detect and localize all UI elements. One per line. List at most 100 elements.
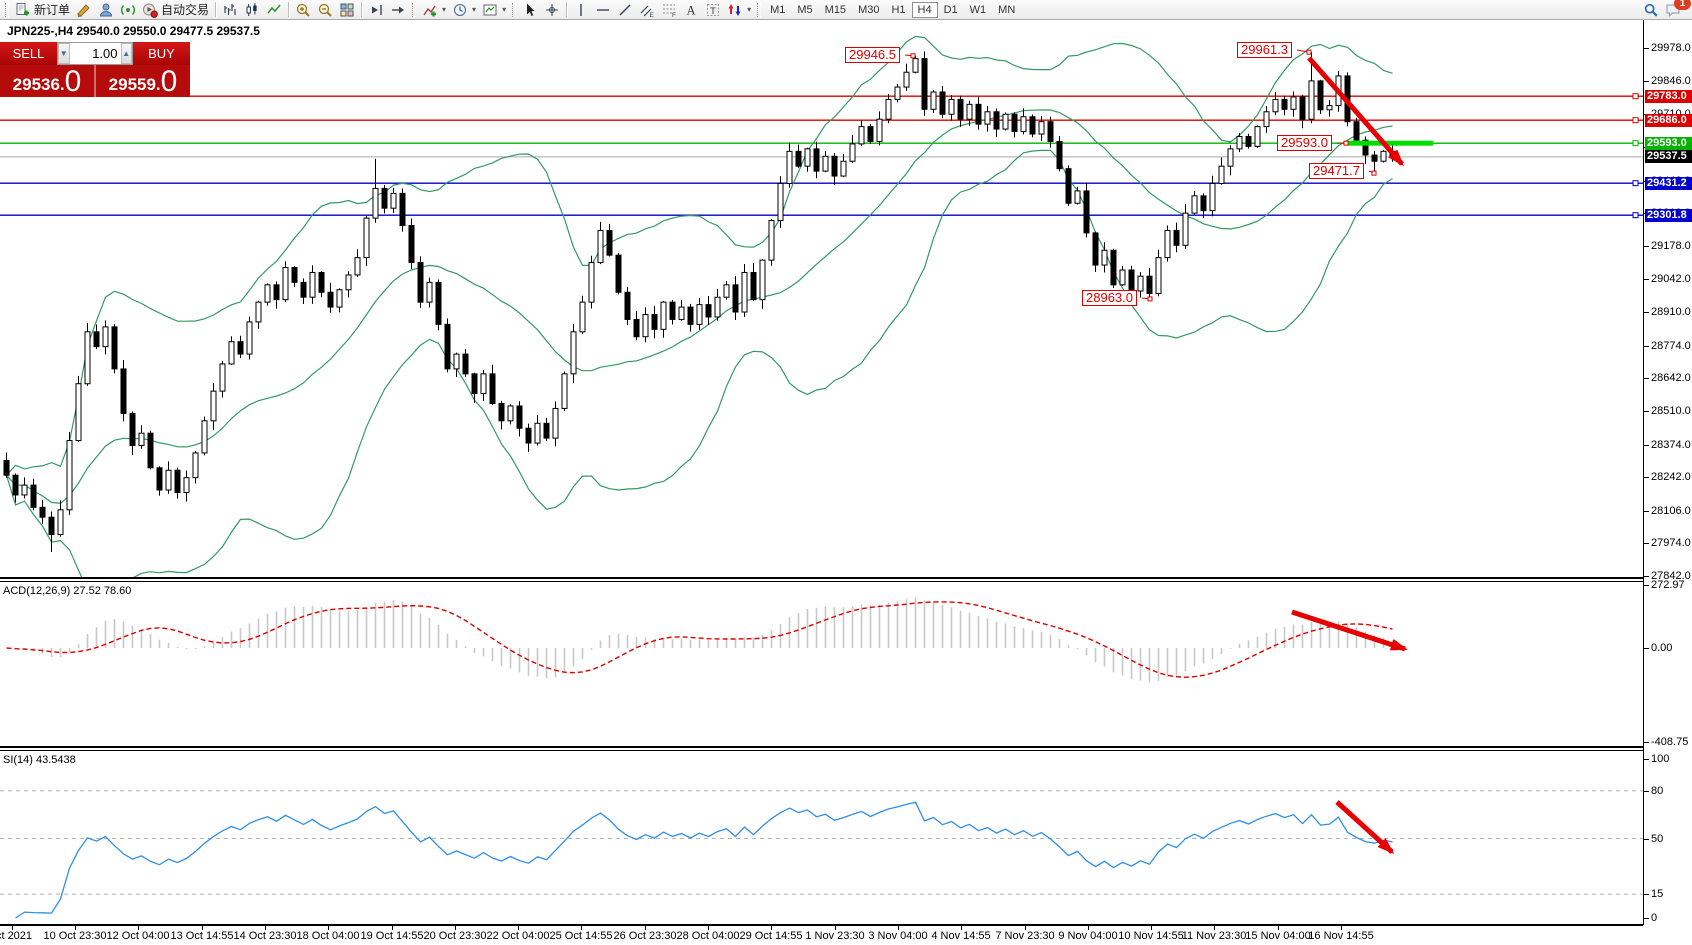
price-macd-separator[interactable] (0, 577, 1643, 579)
timeframe-m15-button[interactable]: M15 (824, 3, 847, 16)
rsi-axis-label: 50 (1651, 833, 1664, 845)
text-button[interactable]: A (680, 1, 702, 19)
time-tick (961, 925, 962, 930)
rsi-axis-label: 0 (1651, 912, 1658, 924)
volume-increase-button[interactable]: ▲ (120, 43, 132, 64)
periods-button[interactable]: ▾ (449, 1, 479, 19)
time-tick (12, 925, 13, 930)
timeframe-w1-button[interactable]: W1 (969, 3, 987, 16)
bear-candle (705, 304, 712, 318)
timeframe-h1-button[interactable]: H1 (891, 3, 906, 16)
zoom-in-button[interactable] (292, 1, 314, 19)
axis-tick-mark (1644, 279, 1649, 280)
autotrade-button[interactable]: 自动交易 (139, 1, 212, 19)
timeframe-h4-button[interactable]: H4 (911, 1, 938, 18)
price-axis-label: 28910.0 (1651, 306, 1691, 318)
bear-candle (1353, 121, 1360, 141)
time-tick (1214, 925, 1215, 930)
buy-button[interactable]: BUY (133, 42, 190, 65)
time-axis-label: 22 Oct 04:00 (486, 930, 550, 942)
bull-candle (1290, 96, 1297, 110)
search-button[interactable] (1640, 1, 1662, 19)
price-annotation[interactable]: 29946.5 (845, 47, 900, 63)
price-annotation[interactable]: 28963.0 (1082, 290, 1137, 306)
support-highlight-segment[interactable] (1348, 140, 1433, 146)
chart-shift-button[interactable] (365, 1, 387, 19)
volume-stepper: ▼ ▲ (57, 42, 133, 65)
rsi-indicator-chart[interactable] (0, 750, 1643, 924)
crosshair-button[interactable] (541, 1, 563, 19)
zoom-out-button[interactable] (314, 1, 336, 19)
macd-indicator-chart[interactable] (0, 582, 1643, 746)
chevron-down-icon[interactable]: ▾ (442, 5, 447, 14)
tile-windows-button[interactable] (336, 1, 358, 19)
line-handle[interactable] (1632, 180, 1639, 187)
new-order-button[interactable]: 新订单 (12, 1, 73, 19)
line-chart-button[interactable] (263, 1, 285, 19)
text-label-button[interactable]: T (702, 1, 724, 19)
ask-price[interactable]: 29559. 0 (108, 65, 178, 98)
line-handle[interactable] (1632, 117, 1639, 124)
line-handle[interactable] (1632, 140, 1639, 147)
rsi-axis-label: 15 (1651, 888, 1664, 900)
horizontal-line-button[interactable] (592, 1, 614, 19)
candlestick-button[interactable] (241, 1, 263, 19)
time-tick (265, 925, 266, 930)
axis-tick-mark (1644, 543, 1649, 544)
indicators-button[interactable]: ▾ (419, 1, 449, 19)
volume-input[interactable] (69, 43, 121, 64)
bull-candle (66, 440, 73, 511)
auto-scroll-button[interactable] (387, 1, 409, 19)
timeframe-m5-button[interactable]: M5 (797, 3, 813, 16)
templates-button[interactable]: ▾ (479, 1, 509, 19)
periods-icon (452, 2, 468, 18)
bear-candle (1281, 98, 1288, 110)
volume-decrease-button[interactable]: ▼ (58, 43, 70, 64)
line-handle[interactable] (1632, 93, 1639, 100)
arrows-tool-button[interactable]: ▾ (724, 1, 754, 19)
notifications-button[interactable]: 1 (1662, 0, 1691, 19)
cursor-icon (522, 2, 538, 18)
bull-candle (1020, 116, 1027, 133)
bar-chart-button[interactable] (219, 1, 241, 19)
price-axis-label: 27842.0 (1651, 570, 1691, 582)
bull-candle (1218, 165, 1225, 184)
macd-rsi-separator[interactable] (0, 746, 1643, 748)
price-trend-arrow[interactable] (1307, 56, 1404, 166)
channel-button[interactable]: E (636, 1, 658, 19)
time-axis-label: 19 Oct 14:55 (360, 930, 424, 942)
sell-button[interactable]: SELL (0, 42, 57, 65)
bear-candle (1011, 113, 1018, 133)
signal-button[interactable] (117, 1, 139, 19)
bull-candle (426, 281, 433, 303)
price-axis-label: 28374.0 (1651, 439, 1691, 451)
bear-candle (669, 301, 676, 320)
price-badge-bid: 29537.5 (1645, 150, 1692, 163)
trendline-button[interactable] (614, 1, 636, 19)
timeframe-d1-button[interactable]: D1 (943, 3, 958, 16)
chevron-down-icon[interactable]: ▾ (502, 5, 507, 14)
timeframe-m30-button[interactable]: M30 (858, 3, 880, 16)
person-button[interactable] (95, 1, 117, 19)
macd-trend-arrow[interactable] (1291, 609, 1406, 652)
price-annotation[interactable]: 29471.7 (1309, 163, 1364, 179)
price-chart[interactable] (0, 20, 1643, 577)
price-annotation[interactable]: 29961.3 (1237, 42, 1292, 58)
cursor-button[interactable] (519, 1, 541, 19)
new-order-icon (15, 2, 31, 18)
bear-candle (327, 291, 334, 308)
time-axis-label: 13 Oct 14:55 (170, 930, 234, 942)
timeframe-m1-button[interactable]: M1 (770, 3, 786, 16)
vertical-line-button[interactable] (570, 1, 592, 19)
chevron-down-icon[interactable]: ▾ (472, 5, 477, 14)
crayon-button[interactable] (73, 1, 95, 19)
line-handle[interactable] (1632, 212, 1639, 219)
toolbar-separator (566, 2, 568, 17)
timeframe-mn-button[interactable]: MN (998, 3, 1016, 16)
bid-price[interactable]: 29536. 0 (12, 65, 82, 98)
fibonacci-button[interactable]: F (658, 1, 680, 19)
bull-candle (876, 118, 883, 142)
price-annotation[interactable]: 29593.0 (1277, 135, 1332, 151)
bull-candle (480, 373, 487, 395)
chevron-down-icon[interactable]: ▾ (747, 5, 752, 14)
